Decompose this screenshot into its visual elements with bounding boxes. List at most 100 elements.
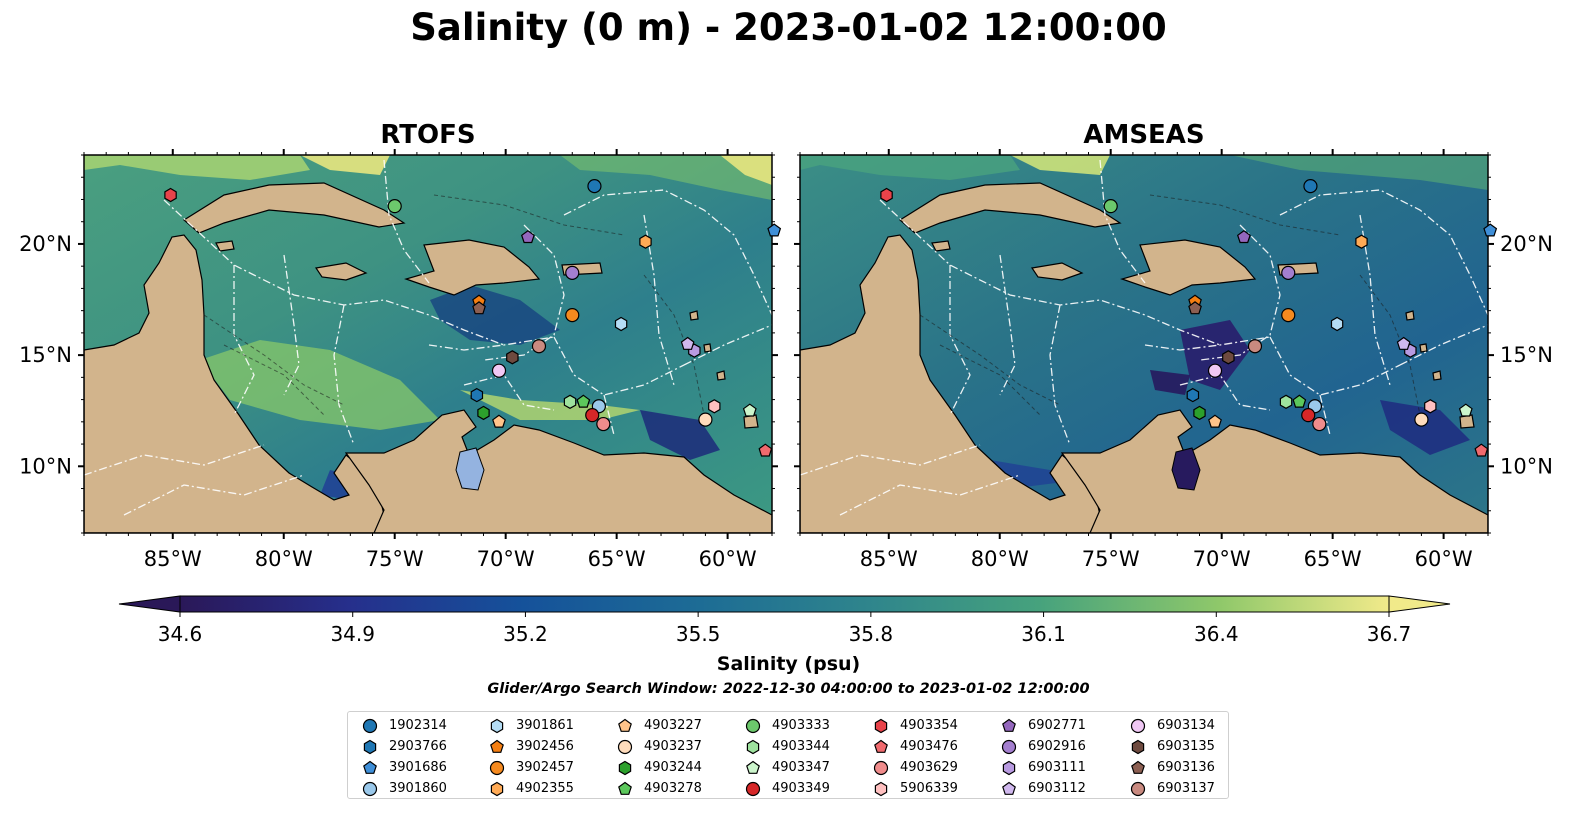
float-marker-2903766 — [1186, 387, 1200, 403]
float-marker-6903136 — [1188, 301, 1202, 315]
legend-label: 4903344 — [772, 739, 830, 754]
legend-item: 4903244 — [615, 757, 702, 778]
lon-tick-label: 65°W — [1304, 547, 1362, 571]
hexagon-marker-icon — [1002, 760, 1016, 775]
legend-label: 6902916 — [1028, 739, 1086, 754]
float-marker-3901686 — [1483, 223, 1498, 237]
float-marker-6903112 — [680, 336, 695, 350]
hexagon-marker-icon — [1131, 739, 1145, 754]
float-marker-4903347 — [742, 403, 757, 417]
legend-column: 3901861 3902456 3902457 4902355 — [487, 715, 574, 799]
circle-marker-icon — [1130, 718, 1146, 733]
float-marker-4902355 — [639, 234, 652, 249]
circle-marker-icon — [1001, 739, 1017, 754]
float-marker-4903354 — [880, 187, 893, 203]
legend-label: 6903111 — [1028, 760, 1086, 775]
legend-item: 4903227 — [615, 715, 702, 736]
float-marker-4903347 — [1458, 403, 1473, 417]
pentagon-marker-icon — [1002, 781, 1016, 795]
legend-item: 4903333 — [743, 715, 830, 736]
float-marker-6903112 — [1396, 336, 1411, 350]
hexagon-marker-icon — [874, 718, 888, 733]
float-marker-6902771 — [1236, 230, 1251, 244]
lon-tick-label: 75°W — [1082, 547, 1140, 571]
lon-tick-label: 75°W — [366, 547, 424, 571]
legend-item: 6903137 — [1128, 778, 1215, 799]
pentagon-marker-icon — [1131, 760, 1145, 774]
float-marker-3901861 — [614, 316, 628, 332]
colorbar-tick-label: 36.1 — [1021, 622, 1066, 646]
legend-item: 3902456 — [487, 736, 574, 757]
float-marker-3902457 — [565, 307, 580, 323]
lat-tick-label: 10°N — [1500, 454, 1553, 478]
pentagon-marker-icon — [874, 739, 888, 753]
float-marker-4903227 — [492, 414, 506, 428]
lon-tick-label: 85°W — [860, 547, 918, 571]
float-marker-4903244 — [477, 405, 490, 421]
figure-title: Salinity (0 m) - 2023-01-02 12:00:00 — [410, 6, 1167, 49]
legend-item: 4903347 — [743, 757, 830, 778]
legend-label: 6902771 — [1028, 718, 1086, 733]
legend-column: 4903333 4903344 4903347 4903349 — [743, 715, 830, 799]
lon-tick-label: 60°W — [699, 547, 757, 571]
legend-label: 4903354 — [900, 718, 958, 733]
legend-label: 4903347 — [772, 760, 830, 775]
axis-ticks: 85°W 80°W 75°W 70°W 65°W 60°W 20°N 15°N 10°N 85°W… — [19, 149, 1553, 571]
float-marker-6902916 — [565, 265, 580, 280]
float-marker-4903629 — [1312, 416, 1327, 432]
hexagon-marker-icon — [490, 718, 504, 733]
float-marker-4903333 — [387, 199, 402, 214]
legend-column: 4903227 4903237 4903244 4903278 — [615, 715, 702, 799]
float-marker-6903136 — [472, 301, 486, 315]
float-marker-2903766 — [470, 387, 484, 403]
float-marker-6903134 — [1207, 363, 1223, 378]
pentagon-marker-icon — [490, 739, 504, 753]
lon-tick-label: 80°W — [971, 547, 1029, 571]
float-marker-4903278 — [576, 394, 591, 408]
legend-label: 4903629 — [900, 760, 958, 775]
legend-item: 2903766 — [360, 736, 447, 757]
panel-title-amseas: AMSEAS — [1083, 120, 1205, 150]
legend-item: 6903112 — [999, 778, 1086, 799]
circle-marker-icon — [489, 760, 505, 775]
lon-tick-label: 65°W — [588, 547, 646, 571]
legend-label: 6903134 — [1157, 718, 1215, 733]
colorbar-tick-label: 36.7 — [1367, 622, 1412, 646]
legend-label: 3901686 — [389, 760, 447, 775]
float-marker-3901686 — [767, 223, 782, 237]
lat-tick-label: 20°N — [19, 232, 72, 256]
colorbar-tick-label: 35.8 — [849, 622, 894, 646]
pentagon-marker-icon — [363, 760, 377, 774]
circle-marker-icon — [1130, 781, 1146, 796]
circle-marker-icon — [745, 718, 761, 733]
colorbar: 34.6 34.9 35.2 35.5 35.8 36.1 36.4 36.7 — [118, 595, 1451, 646]
circle-marker-icon — [617, 739, 633, 754]
float-marker-4903333 — [1103, 199, 1118, 214]
float-marker-6903135 — [506, 350, 519, 365]
float-marker-4903237 — [1414, 412, 1429, 427]
legend-label: 4903244 — [644, 760, 702, 775]
legend-label: 6903135 — [1157, 739, 1215, 754]
colorbar-tick-label: 34.6 — [158, 622, 203, 646]
legend-item: 4903354 — [871, 715, 958, 736]
legend-label: 1902314 — [389, 718, 447, 733]
legend-item: 6903134 — [1128, 715, 1215, 736]
legend-label: 3901860 — [389, 781, 447, 796]
pentagon-marker-icon — [746, 760, 760, 774]
legend-item: 3901686 — [360, 757, 447, 778]
legend-item: 6902916 — [999, 736, 1086, 757]
float-markers — [164, 179, 1498, 457]
legend-label: 4903237 — [644, 739, 702, 754]
lat-tick-label: 20°N — [1500, 232, 1553, 256]
float-marker-1902314 — [587, 179, 602, 194]
search-window-caption: Glider/Argo Search Window: 2022-12-30 04… — [487, 681, 1090, 697]
legend-label: 3901861 — [516, 718, 574, 733]
float-marker-3902457 — [1281, 307, 1296, 323]
legend-item: 1902314 — [360, 715, 447, 736]
circle-marker-icon — [745, 781, 761, 796]
legend-label: 6903112 — [1028, 781, 1086, 796]
pentagon-marker-icon — [618, 781, 632, 795]
lon-tick-label: 80°W — [255, 547, 313, 571]
legend-item: 4902355 — [487, 778, 574, 799]
